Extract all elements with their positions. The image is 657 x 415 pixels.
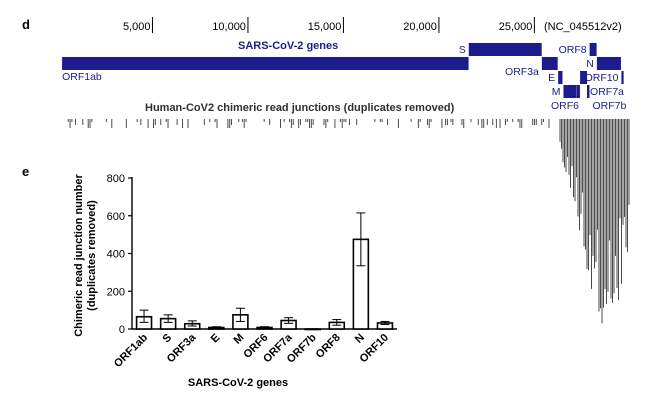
gene-block-orf3a [541,57,558,70]
gene-block-orf10 [621,71,624,84]
y-axis-title-line2: (duplicates removed) [86,200,98,311]
gene-block-s [468,43,542,56]
coord-tick-label: 10,000 [212,21,246,33]
x-category-label: M [232,332,247,347]
gene-block-e [558,71,563,84]
x-category-label: ORF8 [314,332,343,361]
gene-label-e: E [548,72,555,84]
gene-block-n [596,57,621,70]
panel-letter-d: d [22,17,30,32]
accession-label: (NC_045512v2) [544,21,622,33]
gene-label-s: S [459,44,466,56]
junction-track [67,119,630,324]
y-axis-title-line1: Chimeric read junction number [73,173,85,336]
gene-label-orf7a: ORF7a [590,86,624,98]
coord-tick-label: 5,000 [123,21,151,33]
panel-letter-e: e [22,164,29,179]
x-axis-title: SARS-CoV-2 genes [188,377,288,389]
gene-block-m [563,85,577,98]
gene-label-orf8: ORF8 [559,44,587,56]
x-category-label: S [161,332,175,346]
y-tick-label: 200 [107,286,125,298]
gene-block-orf7a [580,71,588,84]
gene-block-orf7b [587,85,590,98]
x-category-label: E [209,332,223,346]
junctions-track-title: Human-CoV2 chimeric read junctions (dupl… [145,102,455,114]
coord-tick-label: 25,000 [499,21,533,33]
genes-track-title: SARS-CoV-2 genes [238,40,338,52]
gene-block-orf1ab [62,57,469,70]
gene-block-orf8 [589,43,597,56]
bar-orf7b [304,328,321,331]
gene-label-n: N [586,58,594,70]
gene-label-m: M [552,86,561,98]
gene-label-orf6: ORF6 [551,100,579,112]
gene-block-orf6 [576,85,580,98]
gene-label-orf10: ORF10 [585,72,619,84]
y-tick-label: 0 [119,324,125,336]
x-category-label: ORF1ab [112,331,151,370]
gene-label-orf1ab: ORF1ab [62,71,102,83]
coord-tick-label: 15,000 [308,21,342,33]
coord-tick-label: 20,000 [403,21,437,33]
y-tick-label: 600 [107,211,125,223]
genome-coordinate-axis: 5,000 10,000 15,000 20,000 25,000 [123,17,535,33]
x-category-label: N [353,332,367,346]
gene-label-orf7b: ORF7b [593,100,627,112]
gene-label-orf3a: ORF3a [505,66,539,78]
y-tick-label: 400 [107,249,125,261]
y-axis-title: Chimeric read junction number(duplicates… [73,173,98,336]
y-tick-label: 800 [107,173,125,185]
genes-track: ORF1ab S ORF3a EM ORF6 ORF7a ORF7b ORF8 N ORF10 [62,43,627,112]
